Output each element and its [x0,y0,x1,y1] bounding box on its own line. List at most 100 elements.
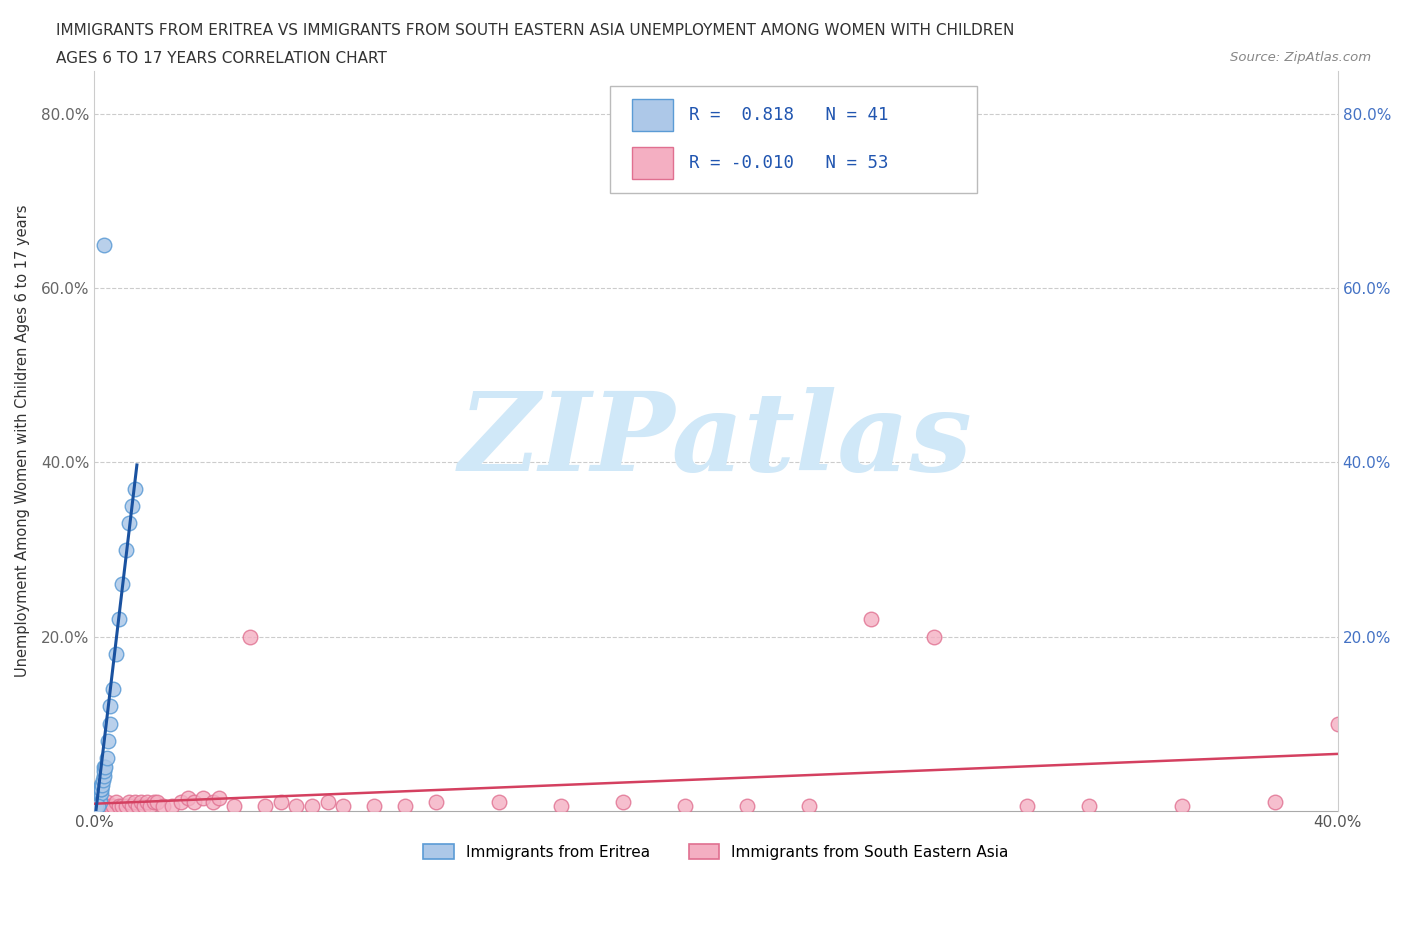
Point [94,760,117,775]
Point [124,481,146,496]
Legend: Immigrants from Eritrea, Immigrants from South Eastern Asia: Immigrants from Eritrea, Immigrants from… [418,838,1015,866]
Point [93,764,115,779]
Text: R =  0.818   N = 41: R = 0.818 N = 41 [689,106,889,125]
Point [118,516,141,531]
Point [86,799,108,814]
Point [101,799,124,814]
Point [201,794,224,809]
Point [86,794,108,809]
Point [93,760,115,775]
Point [239,629,262,644]
Point [101,682,124,697]
Point [89,794,111,809]
Point [922,629,945,644]
Point [673,799,696,814]
Point [142,794,165,809]
Point [105,646,128,661]
Point [111,799,134,814]
Point [1264,794,1286,809]
Point [152,799,174,814]
Point [111,577,134,591]
Point [97,734,120,749]
Point [86,794,108,809]
Point [90,786,112,801]
Point [87,790,110,805]
Point [118,794,141,809]
Point [394,799,416,814]
Point [332,799,354,814]
Point [316,794,339,809]
Point [860,612,883,627]
Point [301,799,323,814]
Point [114,542,136,557]
Point [86,799,108,814]
Point [270,794,292,809]
Point [160,799,183,814]
Point [84,799,107,814]
Point [134,799,156,814]
Text: AGES 6 TO 17 YEARS CORRELATION CHART: AGES 6 TO 17 YEARS CORRELATION CHART [56,51,387,66]
Y-axis label: Unemployment Among Women with Children Ages 6 to 17 years: Unemployment Among Women with Children A… [15,205,30,677]
Point [1326,716,1348,731]
Point [90,777,112,792]
Point [105,794,128,809]
Bar [631,147,672,179]
Point [735,799,758,814]
Point [90,781,112,796]
Point [86,794,108,809]
Point [121,799,143,814]
Point [98,716,121,731]
Point [1171,799,1194,814]
Point [89,790,111,805]
Point [145,794,167,809]
Text: Source: ZipAtlas.com: Source: ZipAtlas.com [1230,51,1371,64]
Point [363,799,385,814]
Point [183,794,205,809]
Point [86,790,108,805]
Point [488,794,510,809]
Point [89,786,111,801]
Point [224,799,246,814]
Text: IMMIGRANTS FROM ERITREA VS IMMIGRANTS FROM SOUTH EASTERN ASIA UNEMPLOYMENT AMONG: IMMIGRANTS FROM ERITREA VS IMMIGRANTS FR… [56,23,1015,38]
Point [799,799,821,814]
Text: ZIPatlas: ZIPatlas [460,387,973,495]
Point [208,790,231,805]
Point [91,773,114,788]
Point [114,799,136,814]
Point [86,799,108,814]
Point [93,799,115,814]
Point [84,799,107,814]
Point [98,698,121,713]
Point [136,794,159,809]
Point [86,799,108,814]
Point [108,612,131,627]
FancyBboxPatch shape [610,86,977,193]
Point [129,794,152,809]
Point [121,498,143,513]
Point [612,794,634,809]
Point [96,751,118,765]
Point [425,794,447,809]
Point [86,786,108,801]
Point [108,799,131,814]
Point [91,777,114,792]
Point [90,799,112,814]
Point [98,799,121,814]
Point [86,799,108,814]
Point [84,799,107,814]
Point [93,237,115,252]
Point [285,799,308,814]
Point [170,794,193,809]
Point [87,794,110,809]
Point [96,794,118,809]
Point [89,786,111,801]
Point [550,799,572,814]
Point [177,790,200,805]
Point [139,799,162,814]
Point [90,781,112,796]
Point [1015,799,1038,814]
Point [127,799,149,814]
Point [254,799,277,814]
Point [124,794,146,809]
Text: R = -0.010   N = 53: R = -0.010 N = 53 [689,154,889,172]
